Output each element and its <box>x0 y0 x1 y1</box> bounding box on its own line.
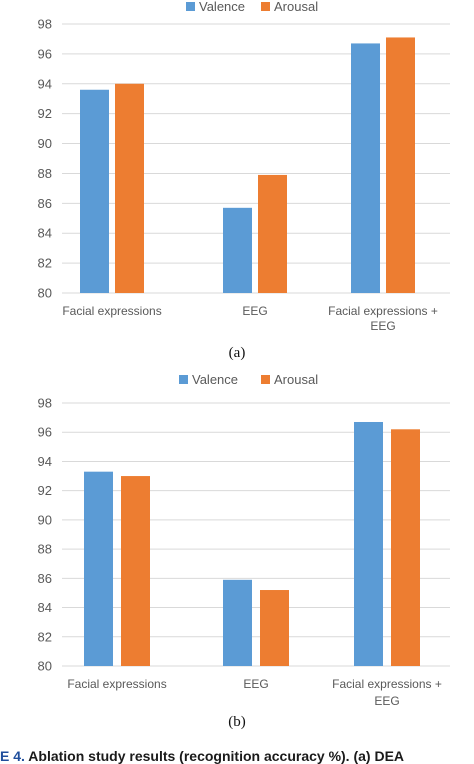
y-tick-label-b-92: 92 <box>38 483 52 498</box>
subfigure-label-a: (a) <box>228 345 246 361</box>
y-tick-label-a-92: 92 <box>38 106 52 121</box>
y-tick-label-a-84: 84 <box>38 226 52 241</box>
bar-a-arousal-1 <box>258 174 287 293</box>
category-label-a-2-line1: Facial expressions + <box>328 304 438 318</box>
subfigure-label-b: (b) <box>228 714 246 730</box>
category-label-a-0: Facial expressions <box>62 304 161 318</box>
y-tick-label-b-82: 82 <box>38 629 52 644</box>
category-label-b-2-line2: EEG <box>374 694 399 708</box>
bar-a-arousal-0 <box>115 83 144 294</box>
y-tick-label-b-86: 86 <box>38 571 52 586</box>
legend-label-b-valence: Valence <box>192 372 238 387</box>
legend-swatch-a-arousal <box>261 2 270 11</box>
bar-b-arousal-2 <box>391 429 420 666</box>
y-tick-label-a-94: 94 <box>38 76 52 91</box>
y-tick-label-b-90: 90 <box>38 512 52 527</box>
bar-a-arousal-2 <box>386 37 415 294</box>
y-tick-label-a-90: 90 <box>38 136 52 151</box>
y-tick-label-a-98: 98 <box>38 17 52 32</box>
y-tick-label-b-80: 80 <box>38 659 52 674</box>
legend-swatch-a-valence <box>186 2 195 11</box>
y-tick-label-b-96: 96 <box>38 425 52 440</box>
legend-swatch-b-valence <box>179 375 188 384</box>
y-tick-label-a-82: 82 <box>38 256 52 271</box>
bar-b-valence-1 <box>223 579 252 666</box>
y-tick-label-b-84: 84 <box>38 600 52 615</box>
y-tick-label-a-96: 96 <box>38 46 52 61</box>
category-label-b-0: Facial expressions <box>67 677 166 691</box>
figure-caption: E 4. Ablation study results (recognition… <box>0 748 474 764</box>
bar-b-arousal-0 <box>121 476 150 666</box>
caption-text: Ablation study results (recognition accu… <box>24 748 405 764</box>
bar-b-arousal-1 <box>260 590 289 666</box>
y-tick-label-b-98: 98 <box>38 396 52 411</box>
legend-swatch-b-arousal <box>261 375 270 384</box>
y-tick-label-a-86: 86 <box>38 196 52 211</box>
category-label-a-2-line2: EEG <box>370 319 395 333</box>
legend-label-a-valence: Valence <box>199 0 245 14</box>
y-tick-label-a-80: 80 <box>38 286 52 301</box>
y-tick-label-b-94: 94 <box>38 454 52 469</box>
bar-a-valence-2 <box>351 43 380 293</box>
category-label-b-2-line1: Facial expressions + <box>332 677 442 691</box>
y-tick-label-b-88: 88 <box>38 542 52 557</box>
bar-b-valence-2 <box>354 421 383 666</box>
y-tick-label-a-88: 88 <box>38 166 52 181</box>
bar-a-valence-1 <box>223 207 252 293</box>
category-label-b-1: EEG <box>243 677 268 691</box>
legend-label-b-arousal: Arousal <box>274 372 318 387</box>
legend-label-a-arousal: Arousal <box>274 0 318 14</box>
bar-b-valence-0 <box>84 471 113 666</box>
caption-figure-number: E 4. <box>0 748 25 764</box>
bar-a-valence-0 <box>80 89 109 293</box>
category-label-a-1: EEG <box>242 304 267 318</box>
